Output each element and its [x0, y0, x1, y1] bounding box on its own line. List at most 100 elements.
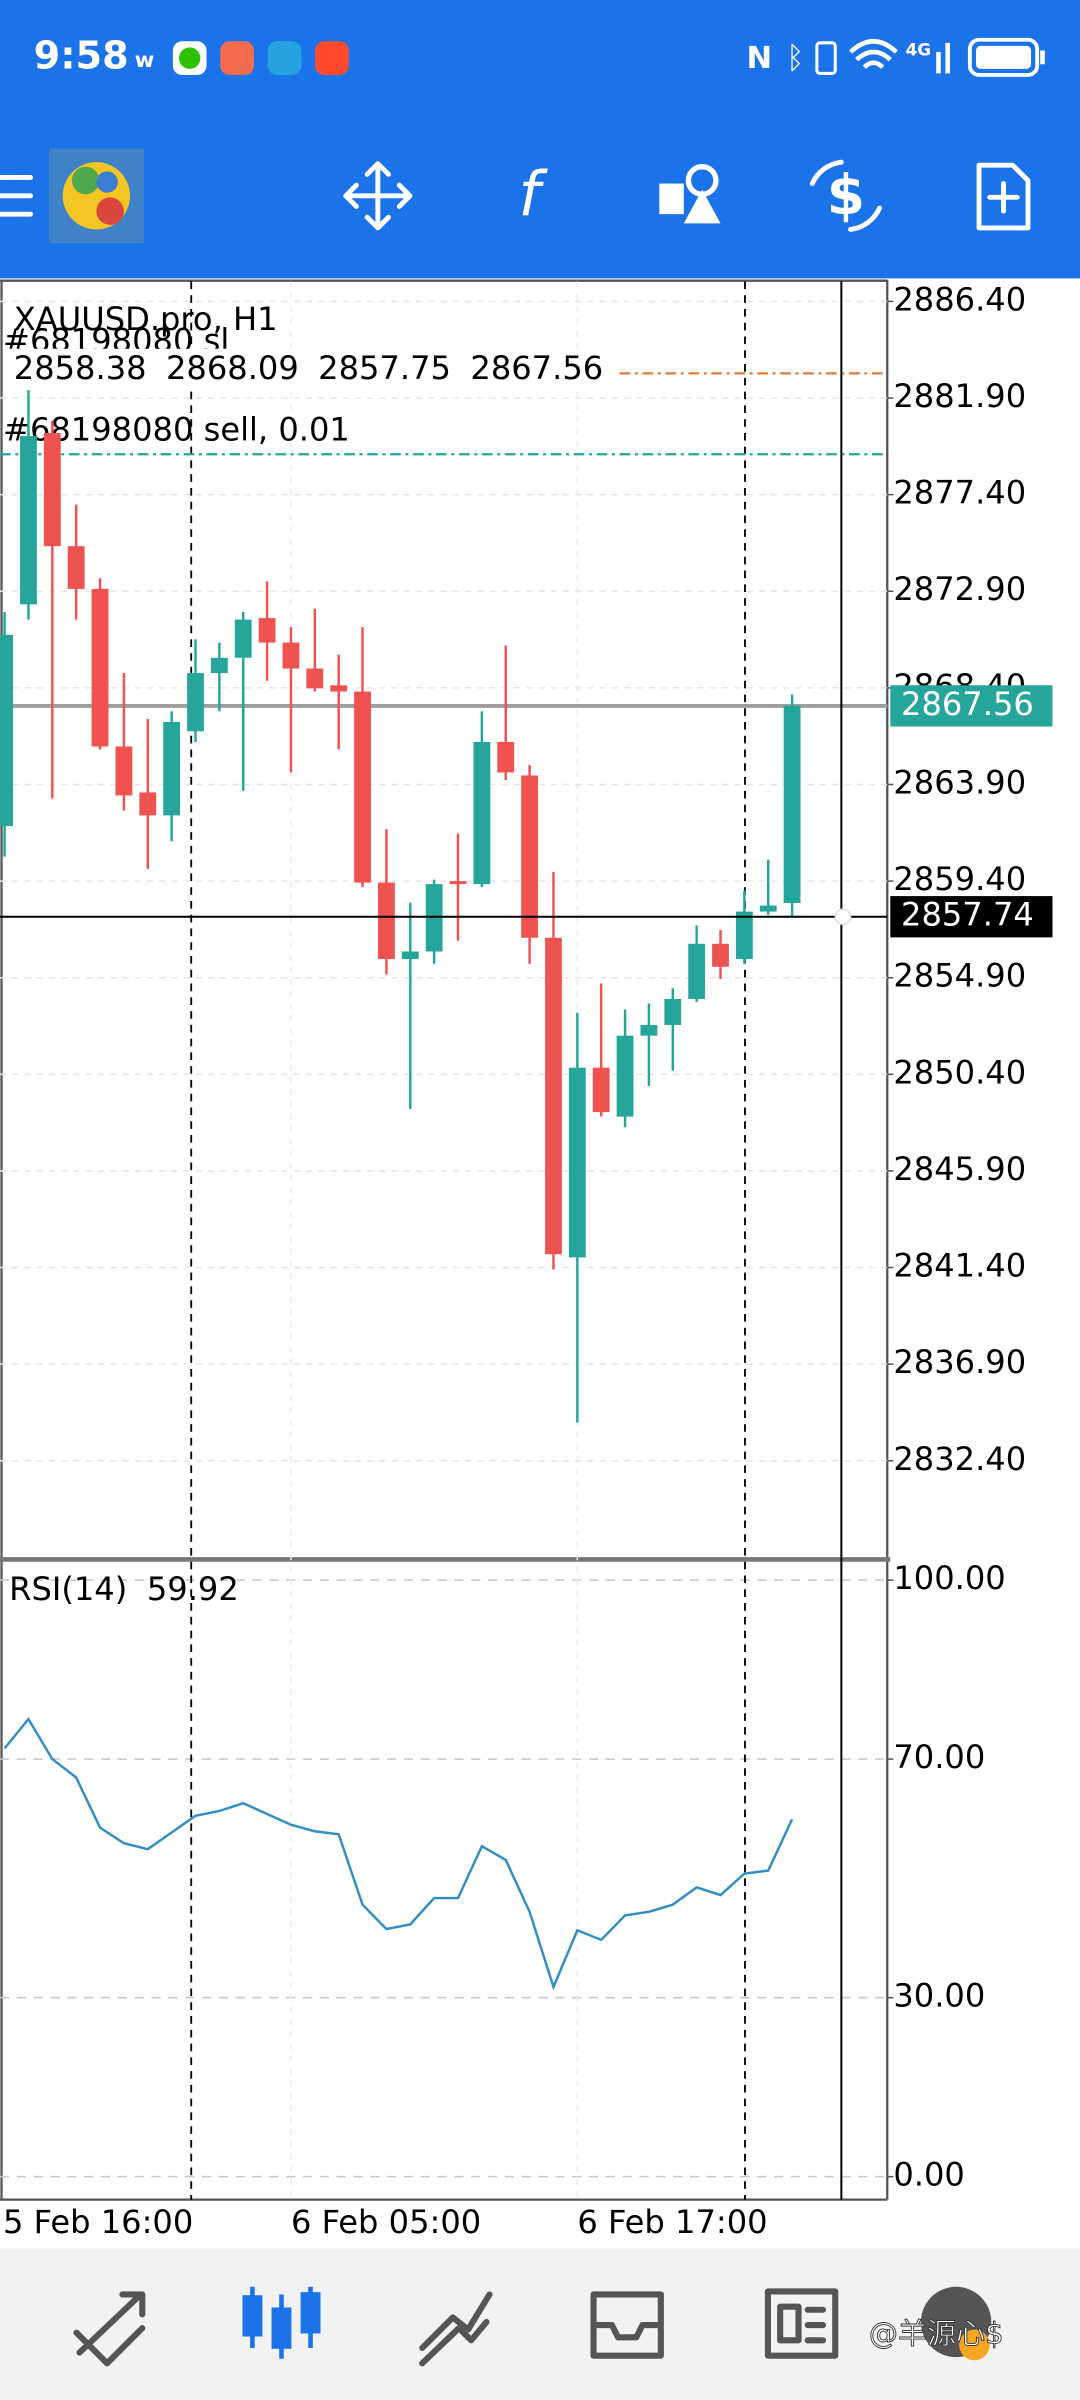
ohlc-close: 2867.56 — [470, 349, 603, 387]
candle-body — [187, 673, 204, 732]
x-tick-label: 6 Feb 17:00 — [577, 2203, 767, 2241]
new-order-tool[interactable] — [976, 162, 1031, 231]
y-tick-label: 70.00 — [893, 1738, 985, 1776]
candle-body — [425, 884, 443, 952]
candle-body — [139, 792, 157, 816]
y-tick-label: 2850.40 — [893, 1053, 1026, 1091]
nav-news[interactable] — [764, 2288, 839, 2359]
candle-body — [712, 943, 729, 967]
candle-body — [592, 1067, 610, 1113]
objects-tool[interactable] — [659, 164, 721, 224]
candle-body — [783, 705, 801, 903]
grid — [0, 281, 888, 2200]
last-price-label: 2867.56 — [901, 685, 1034, 723]
nav-trade[interactable] — [419, 2291, 493, 2367]
system-icons: N ᛒ 4G — [747, 37, 1045, 77]
order-label: #68198080 sell, 0.01 — [3, 410, 350, 448]
candle-body — [43, 433, 61, 547]
candle-body — [640, 1024, 658, 1036]
svg-text:$: $ — [827, 163, 865, 227]
status-time: 9:58 — [34, 35, 129, 79]
candle-body — [497, 741, 515, 773]
candle-body — [306, 668, 324, 689]
rsi-line — [3, 1717, 794, 1991]
x-tick-label: 5 Feb 16:00 — [3, 2203, 193, 2241]
candle-body — [0, 634, 14, 827]
candle-body — [234, 619, 252, 658]
app-logo[interactable] — [48, 148, 144, 244]
candle-body — [568, 1067, 586, 1258]
trade-tool[interactable]: $ — [809, 159, 883, 232]
candle-body — [91, 588, 109, 747]
nav-history[interactable] — [590, 2291, 664, 2359]
svg-text:w: w — [135, 48, 155, 73]
candle-body — [378, 882, 395, 960]
y-tick-label: 2872.90 — [893, 570, 1026, 608]
y-tick-label: 0.00 — [893, 2156, 965, 2194]
y-tick-label: 2886.40 — [893, 280, 1026, 318]
period-separators — [190, 281, 746, 2200]
chart-labels: XAUUSD.pro, H1 2858.38 2868.09 2857.75 2867… — [6, 300, 615, 1608]
candle-body — [258, 618, 276, 643]
bottom-nav — [0, 2248, 1080, 2400]
candle-body — [759, 905, 777, 912]
nav-quotes[interactable] — [73, 2291, 146, 2367]
notification-icons: w — [135, 41, 349, 75]
candles — [0, 390, 801, 1423]
chart-title: XAUUSD.pro, H1 — [14, 300, 278, 338]
menu-button[interactable] — [0, 174, 34, 217]
crosshair-dot — [834, 908, 852, 926]
axes: 2886.402881.902877.402872.902868.402863.… — [0, 280, 1053, 2241]
candle-body — [282, 642, 300, 669]
network-type: 4G — [906, 39, 932, 59]
candle-body — [688, 943, 706, 999]
last-price-box — [890, 685, 1053, 727]
candle-body — [473, 741, 491, 885]
y-tick-label: 2841.40 — [893, 1247, 1026, 1285]
candle-body — [616, 1035, 634, 1117]
y-tick-label: 2836.90 — [893, 1343, 1026, 1381]
nav-chart[interactable] — [242, 2286, 321, 2359]
nav-settings[interactable] — [920, 2286, 992, 2361]
crosshair-price-box — [890, 896, 1053, 938]
candle-body — [163, 722, 181, 816]
ohlc-readout: 2858.38 2868.09 2857.75 2867.56 — [6, 348, 615, 391]
ohlc-high: 2868.09 — [166, 349, 299, 387]
candle-body — [67, 546, 85, 589]
rsi-panel — [3, 1717, 794, 1991]
indicator-value: 59.92 — [147, 1570, 239, 1608]
candle-body — [20, 436, 37, 605]
x-tick-label: 6 Feb 05:00 — [291, 2203, 481, 2241]
candle-body — [735, 911, 753, 960]
candle-body — [664, 998, 682, 1025]
crosshair-tool[interactable] — [343, 161, 413, 231]
y-tick-label: 100.00 — [893, 1559, 1005, 1597]
candle-body — [521, 775, 539, 938]
watermark: @羊源心$ — [869, 2317, 1004, 2351]
svg-text:ᛒ: ᛒ — [786, 41, 804, 76]
candle-body — [449, 881, 467, 885]
y-tick-label: 2877.40 — [893, 474, 1026, 512]
y-tick-label: 2859.40 — [893, 860, 1026, 898]
indicator-title: RSI(14) — [9, 1570, 127, 1608]
y-tick-label: 2881.90 — [893, 377, 1026, 415]
candle-body — [330, 685, 348, 692]
y-tick-label: 2845.90 — [893, 1150, 1026, 1188]
candle-body — [210, 657, 228, 674]
y-tick-label: 30.00 — [893, 1977, 985, 2015]
candle-body — [115, 746, 133, 796]
svg-text:N: N — [747, 41, 773, 76]
ohlc-open: 2858.38 — [14, 349, 147, 387]
candle-body — [354, 691, 371, 883]
ohlc-background — [6, 348, 615, 391]
candle-body — [401, 951, 419, 960]
y-tick-label: 2832.40 — [893, 1440, 1026, 1478]
chart-frame — [0, 279, 891, 2201]
crosshair-price-label: 2857.74 — [901, 896, 1034, 934]
candle-body — [545, 937, 562, 1255]
y-tick-label: 2863.90 — [893, 763, 1026, 801]
ohlc-low: 2857.75 — [318, 349, 451, 387]
y-tick-label: 2854.90 — [893, 957, 1026, 995]
